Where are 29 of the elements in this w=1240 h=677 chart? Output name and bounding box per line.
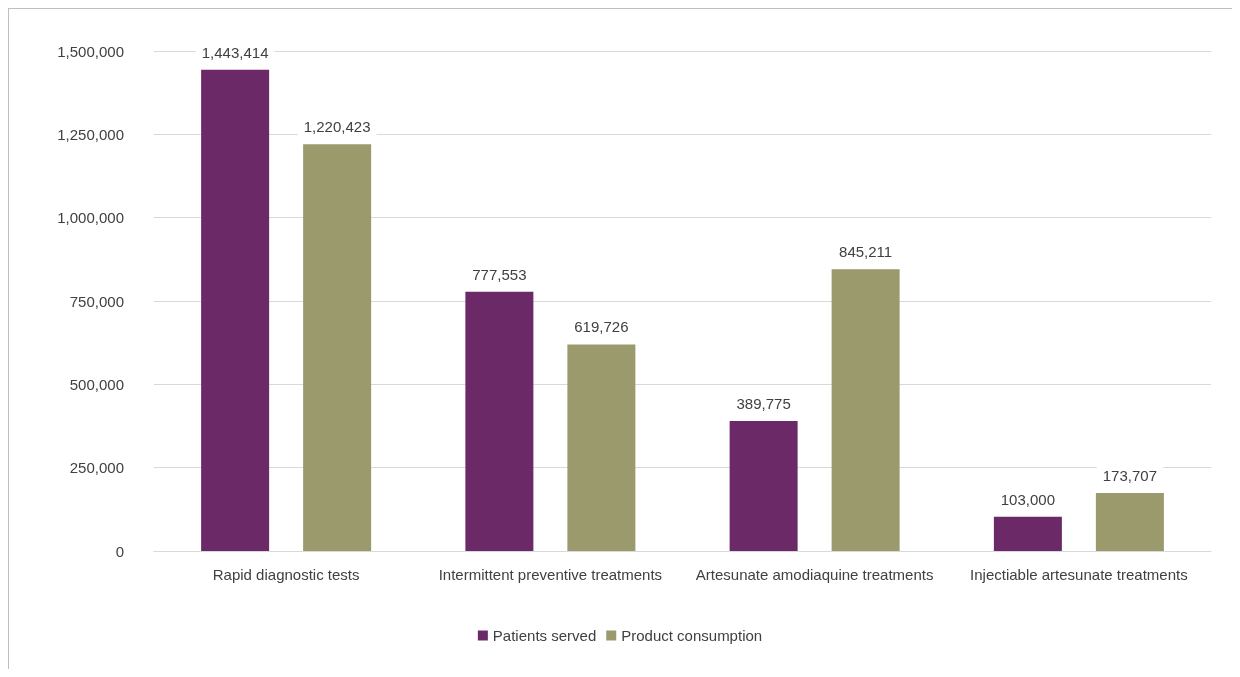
bar	[993, 516, 1062, 551]
y-tick-label: 1,000,000	[57, 209, 124, 227]
legend-label: Product consumption	[621, 627, 763, 644]
data-label: 1,220,423	[303, 118, 371, 136]
bar	[201, 69, 270, 551]
y-tick-label: 500,000	[69, 375, 124, 393]
data-label: 103,000	[1000, 490, 1055, 508]
data-label: 389,775	[736, 395, 791, 413]
x-tick-label: Artesunate amodiaquine treatments	[695, 566, 934, 583]
data-label: 173,707	[1102, 467, 1157, 485]
y-tick-label: 250,000	[69, 459, 124, 477]
x-tick-label: Intermittent preventive treatments	[438, 566, 663, 583]
data-label: 845,211	[839, 243, 893, 261]
bar	[729, 421, 798, 551]
bar	[831, 269, 900, 551]
data-label: 619,726	[574, 318, 629, 336]
bar	[465, 291, 534, 551]
y-tick-label: 750,000	[69, 292, 124, 310]
x-tick-label: Rapid diagnostic tests	[212, 566, 360, 583]
bar	[303, 144, 372, 551]
data-label: 1,443,414	[201, 43, 269, 61]
x-tick-label: Injectiable artesunate treatments	[970, 566, 1188, 583]
y-tick-label: 0	[115, 542, 124, 560]
y-tick-label: 1,250,000	[57, 125, 124, 143]
legend-label: Patients served	[492, 627, 597, 644]
y-tick-label: 1,500,000	[57, 42, 124, 60]
data-label: 777,553	[472, 265, 527, 283]
bar	[567, 344, 636, 551]
bar	[1095, 493, 1164, 551]
